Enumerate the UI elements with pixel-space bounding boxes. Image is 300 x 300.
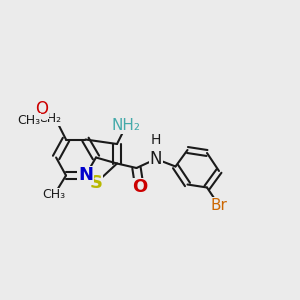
Text: S: S	[89, 174, 103, 192]
Text: CH₂: CH₂	[38, 112, 62, 125]
Text: CH₃: CH₃	[42, 188, 66, 202]
Text: H: H	[151, 133, 161, 146]
Text: O: O	[35, 100, 49, 118]
Text: CH₃: CH₃	[17, 113, 40, 127]
Text: N: N	[78, 167, 93, 184]
Text: Br: Br	[211, 198, 227, 213]
Text: O: O	[132, 178, 147, 196]
Text: N: N	[150, 150, 162, 168]
Text: NH₂: NH₂	[112, 118, 140, 134]
